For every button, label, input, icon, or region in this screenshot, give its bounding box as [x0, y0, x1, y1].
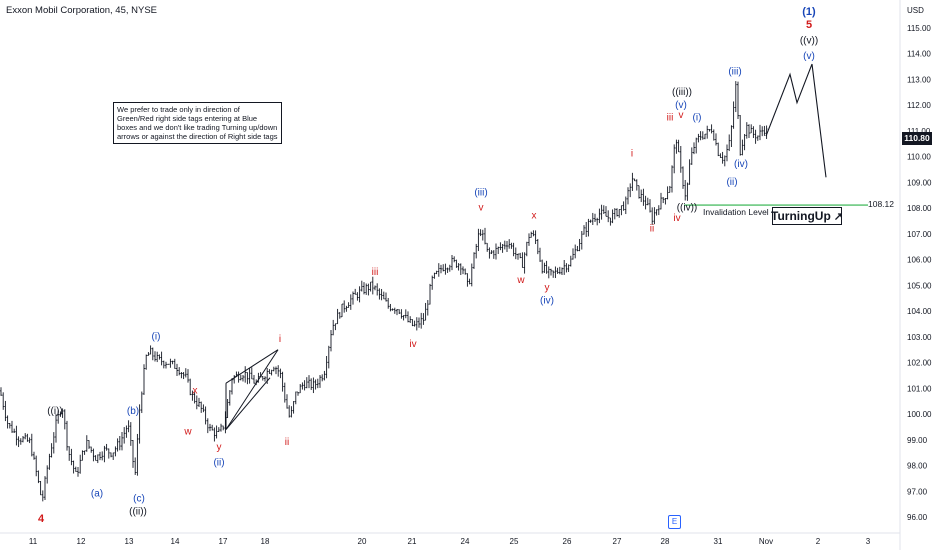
- x-tick-label: 11: [29, 537, 38, 546]
- invalidation-value: 108.12: [868, 199, 894, 209]
- wave-label: iv: [673, 213, 680, 224]
- x-tick-label: 20: [358, 537, 367, 546]
- wave-label: iii: [372, 267, 379, 278]
- trading-note: We prefer to trade only in direction of …: [113, 102, 282, 144]
- wave-label: ((i)): [47, 406, 63, 417]
- wave-label: ii: [285, 437, 289, 448]
- wave-label: (iii): [728, 66, 741, 77]
- wave-label: y: [545, 283, 550, 294]
- wave-label: ((iv)): [677, 203, 698, 214]
- wave-label: ((ii)): [129, 506, 147, 517]
- wave-label: (ii): [726, 177, 737, 188]
- y-tick-label: 108.00: [907, 204, 932, 213]
- y-tick-label: 103.00: [907, 333, 932, 342]
- y-tick-label: 102.00: [907, 359, 932, 368]
- wave-label: i: [279, 334, 281, 345]
- triangle-top-edge: [225, 349, 279, 384]
- wave-label: 4: [38, 513, 45, 525]
- x-tick-label: 18: [261, 537, 270, 546]
- x-tick-label: 25: [510, 537, 519, 546]
- invalidation-label: Invalidation Level: [703, 207, 769, 217]
- wave-label: v: [479, 203, 484, 214]
- y-tick-label: 101.00: [907, 384, 932, 393]
- y-tick-label: 107.00: [907, 230, 932, 239]
- wave-label: iii: [667, 113, 674, 124]
- x-tick-label: 13: [125, 537, 134, 546]
- y-tick-label: 112.00: [907, 101, 931, 110]
- y-tick-label: 110.00: [907, 153, 931, 162]
- triangle-lower-line: [225, 377, 271, 430]
- x-tick-label: 3: [866, 537, 871, 546]
- wave-label: (iv): [734, 159, 748, 170]
- wave-label: (v): [675, 100, 687, 111]
- wave-label: (c): [133, 494, 145, 505]
- x-tick-label: 31: [714, 537, 723, 546]
- wave-label: iv: [409, 339, 416, 350]
- wave-label: (iii): [474, 187, 487, 198]
- y-tick-label: 97.00: [907, 487, 928, 496]
- wave-label: v: [679, 110, 684, 121]
- y-tick-label: 96.00: [907, 513, 928, 522]
- wave-label: x: [193, 385, 198, 396]
- wave-label: (iv): [540, 295, 554, 306]
- earnings-marker[interactable]: E: [668, 515, 681, 529]
- wave-label: w: [516, 275, 525, 286]
- triangle-upper-line: [225, 349, 279, 430]
- wave-label: i: [631, 149, 633, 160]
- x-tick-label: 17: [219, 537, 228, 546]
- wave-label: 5: [806, 19, 812, 31]
- wave-label: (ii): [213, 458, 224, 469]
- chart-title: Exxon Mobil Corporation, 45, NYSE: [6, 5, 158, 16]
- x-tick-label: 27: [613, 537, 622, 546]
- y-tick-label: 113.00: [907, 75, 931, 84]
- y-tick-label: 105.00: [907, 281, 932, 290]
- x-tick-label: 24: [461, 537, 470, 546]
- turning-up-label: TurningUp: [771, 209, 831, 223]
- wave-label: y: [217, 442, 222, 453]
- wave-label: ((iii)): [672, 87, 692, 98]
- wave-label: ((v)): [800, 35, 818, 46]
- x-tick-label: 2: [816, 537, 821, 546]
- x-tick-label: 28: [661, 537, 670, 546]
- wave-label: w: [183, 427, 192, 438]
- wave-label: (1): [802, 6, 816, 18]
- y-tick-label: 99.00: [907, 436, 928, 445]
- wave-label: (b): [127, 406, 139, 417]
- y-tick-label: 109.00: [907, 178, 932, 187]
- y-tick-label: 100.00: [907, 410, 932, 419]
- wave-label: x: [532, 210, 537, 221]
- y-tick-label: 106.00: [907, 256, 932, 265]
- turning-up-button[interactable]: TurningUp ↗: [771, 207, 843, 225]
- x-tick-label: 14: [171, 537, 180, 546]
- currency-label: USD: [907, 6, 924, 15]
- x-tick-label: 21: [408, 537, 417, 546]
- y-tick-label: 98.00: [907, 462, 928, 471]
- x-tick-label: Nov: [759, 537, 773, 546]
- wave-label: (v): [803, 51, 815, 62]
- wave-label: ii: [650, 223, 654, 234]
- x-tick-label: 26: [563, 537, 572, 546]
- wave-label: (i): [693, 113, 702, 124]
- arrow-up-right-icon: ↗: [833, 210, 843, 223]
- x-tick-label: 12: [77, 537, 86, 546]
- last-price-tag: 110.80: [902, 132, 932, 145]
- y-tick-label: 111.00: [907, 127, 931, 136]
- y-tick-label: 115.00: [907, 24, 931, 33]
- y-tick-label: 104.00: [907, 307, 932, 316]
- wave-label: (i): [152, 331, 161, 342]
- projection-path: [765, 63, 827, 178]
- wave-label: (a): [91, 488, 103, 499]
- y-tick-label: 114.00: [907, 50, 931, 59]
